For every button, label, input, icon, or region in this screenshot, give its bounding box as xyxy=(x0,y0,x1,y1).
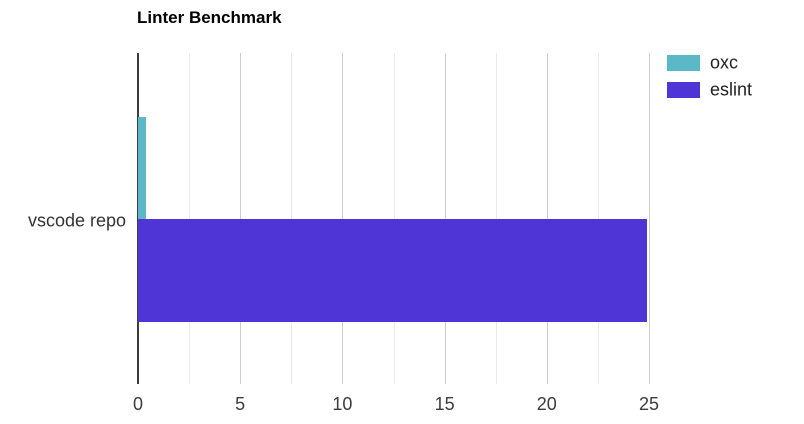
bar-eslint xyxy=(138,219,647,322)
major-gridline xyxy=(240,53,241,384)
plot-area xyxy=(137,53,650,384)
major-gridline xyxy=(547,53,548,384)
bar-oxc xyxy=(138,117,146,219)
legend-label: oxc xyxy=(710,52,739,73)
y-category-label: vscode repo xyxy=(27,210,126,230)
x-tick-label: 20 xyxy=(536,394,557,414)
major-gridline xyxy=(649,53,650,384)
x-tick-label: 25 xyxy=(638,394,660,414)
x-tick-label: 10 xyxy=(332,394,353,414)
minor-gridline xyxy=(394,53,395,384)
legend-swatch-oxc xyxy=(667,55,700,71)
minor-gridline xyxy=(496,53,497,384)
minor-gridline xyxy=(291,53,292,384)
chart-title: Linter Benchmark xyxy=(137,8,282,27)
legend-swatch-eslint xyxy=(667,82,700,98)
major-gridline xyxy=(445,53,446,384)
x-tick-label: 0 xyxy=(132,394,144,414)
legend-label: eslint xyxy=(710,79,753,100)
x-tick-label: 15 xyxy=(434,394,455,414)
x-tick-label: 5 xyxy=(235,394,246,414)
minor-gridline xyxy=(189,53,190,384)
major-gridline xyxy=(342,53,343,384)
minor-gridline xyxy=(598,53,599,384)
